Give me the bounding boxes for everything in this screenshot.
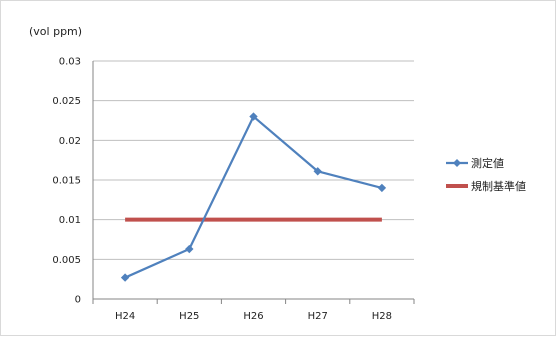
x-tick-label: H28 xyxy=(372,311,392,322)
gridlines xyxy=(92,60,415,304)
legend-swatch-marker xyxy=(453,159,461,167)
x-tick-label: H27 xyxy=(308,311,328,322)
legend-label: 測定値 xyxy=(471,156,504,170)
data-point-marker xyxy=(185,244,194,254)
y-axis-unit-label: (vol ppm) xyxy=(29,25,82,38)
data-point-marker xyxy=(249,112,258,121)
y-tick-label: 0.02 xyxy=(59,136,81,147)
y-tick-label: 0.01 xyxy=(59,215,81,226)
data-point-marker xyxy=(377,183,387,193)
data-point-marker xyxy=(313,167,322,176)
y-tick-label: 0.005 xyxy=(52,255,81,266)
y-tick-label: 0.03 xyxy=(59,57,81,68)
data-point-marker xyxy=(120,273,130,282)
y-tick-label: 0 xyxy=(75,295,81,306)
y-tick-labels: 0.03 0.025 0.02 0.015 0.01 0.005 0 xyxy=(52,57,81,306)
legend-label: 規制基準値 xyxy=(471,179,526,193)
x-tick-label: H25 xyxy=(179,311,199,322)
y-tick-label: 0.025 xyxy=(52,96,81,107)
x-tick-labels: H24 H25 H26 H27 H28 xyxy=(115,311,392,322)
x-tick-label: H26 xyxy=(243,311,263,322)
y-tick-label: 0.015 xyxy=(52,176,81,187)
series-layer xyxy=(120,112,387,282)
x-tick-label: H24 xyxy=(115,311,135,322)
